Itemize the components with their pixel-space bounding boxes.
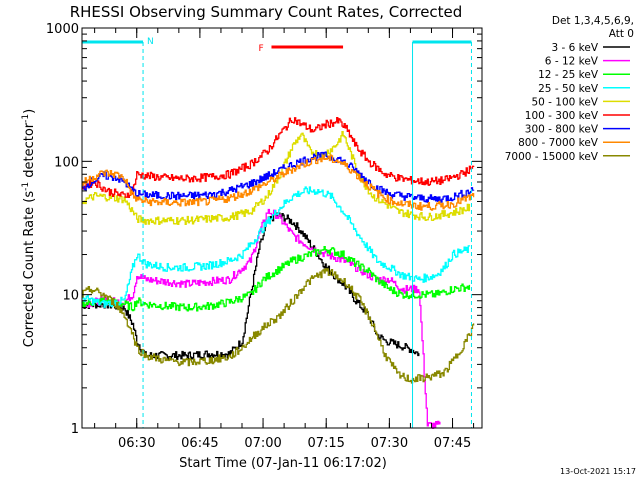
marker-layer: NF (82, 37, 472, 428)
plot-area (82, 28, 482, 428)
n-marker-label: N (147, 37, 154, 47)
legend: Det 1,3,4,5,6,9,Att 0 3 - 6 keV 6 - 12 keV… (505, 15, 634, 163)
series-line-8 (82, 268, 475, 384)
y-axis-label-main: Corrected Count Rate (s (22, 191, 37, 348)
y-axis-label-end: ) (22, 109, 37, 114)
y-tick-label-3: 1000 (46, 22, 79, 37)
legend-header-0: Det 1,3,4,5,6,9, (552, 15, 634, 27)
y-tick-label-2: 100 (54, 155, 79, 170)
axes-layer: 1 10 100 1000 06:30 06:45 07:00 07:15 07:30 07:45 (46, 22, 483, 451)
legend-entry-label-4: 50 - 100 keV (531, 96, 598, 108)
legend-entry-label-7: 800 - 7000 keV (518, 137, 599, 149)
axes-frame (81, 27, 483, 429)
legend-entry-label-0: 3 - 6 keV (551, 42, 598, 54)
x-tick-label-4: 07:30 (371, 436, 408, 451)
x-tick-label-1: 06:45 (181, 436, 218, 451)
x-tick-label-2: 07:00 (244, 436, 281, 451)
legend-entry-label-1: 6 - 12 keV (545, 56, 599, 68)
legend-entry-label-6: 300 - 800 keV (525, 124, 599, 136)
x-axis-label: Start Time (07-Jan-11 06:17:02) (179, 456, 387, 471)
x-tick-label-5: 07:45 (434, 436, 471, 451)
y-axis-label: Corrected Count Rate (s-1 detector-1) (21, 109, 37, 347)
series-layer (82, 117, 475, 430)
legend-entry-label-2: 12 - 25 keV (538, 69, 599, 81)
y-tick-label-0: 1 (71, 422, 79, 437)
series-line-5 (82, 117, 475, 199)
series-line-1 (82, 208, 441, 430)
legend-entry-label-8: 7000 - 15000 keV (505, 151, 599, 163)
plot-background (82, 28, 482, 428)
legend-entry-label-5: 100 - 300 keV (525, 110, 599, 122)
y-axis-label-mid: detector (22, 122, 37, 182)
f-marker-label: F (258, 44, 263, 54)
y-axis-label-sup2: -1 (21, 114, 31, 123)
series-line-4 (82, 131, 471, 225)
footer-date: 13-Oct-2021 15:17 (560, 467, 636, 476)
y-axis-label-sup1: -1 (21, 182, 31, 191)
series-line-0 (82, 211, 420, 361)
chart-title: RHESSI Observing Summary Count Rates, Co… (70, 3, 463, 21)
y-tick-label-1: 10 (62, 289, 79, 304)
x-tick-label-0: 06:30 (118, 436, 155, 451)
series-line-7 (82, 154, 475, 211)
series-line-6 (82, 151, 475, 203)
legend-header-1: Att 0 (609, 28, 634, 40)
x-tick-label-3: 07:15 (307, 436, 344, 451)
series-line-2 (82, 245, 471, 312)
series-line-3 (82, 186, 471, 308)
legend-entry-label-3: 25 - 50 keV (538, 83, 599, 95)
